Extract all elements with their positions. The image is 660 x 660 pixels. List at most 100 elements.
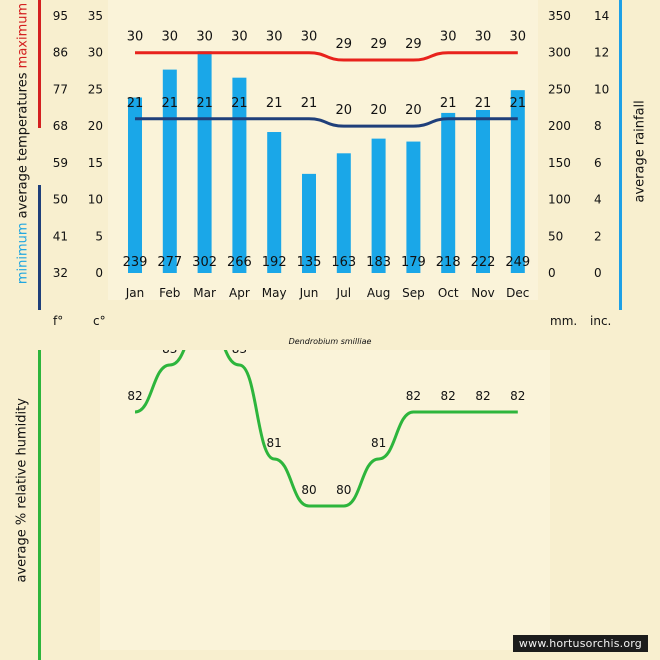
max-temp-label: 30 <box>196 30 213 45</box>
min-temp-label: 21 <box>510 96 527 111</box>
rain-value-label: 222 <box>471 255 496 270</box>
month-label: Oct <box>438 286 459 300</box>
celsius-tick: 20 <box>88 119 103 133</box>
rain-bar <box>302 173 316 273</box>
celsius-tick: 0 <box>95 266 103 280</box>
humidity-value-label: 81 <box>267 436 282 450</box>
humidity-chart-panel <box>100 350 550 650</box>
min-temp-label: 21 <box>231 96 248 111</box>
unit-inch: inc. <box>590 314 612 328</box>
min-temp-label: 20 <box>405 103 422 118</box>
maximum-temperature-line <box>135 51 518 62</box>
min-temp-label: 21 <box>266 96 283 111</box>
inch-tick: 14 <box>594 9 609 23</box>
month-label: Apr <box>229 286 250 300</box>
min-temp-label: 21 <box>196 96 213 111</box>
max-temp-label: 29 <box>405 37 422 52</box>
millimetre-tick: 150 <box>548 156 571 170</box>
humidity-value-label: 82 <box>441 389 456 403</box>
month-label: Dec <box>506 286 529 300</box>
rain-value-label: 163 <box>331 255 356 270</box>
max-temp-label: 30 <box>475 30 492 45</box>
max-temp-label: 30 <box>440 30 457 45</box>
max-temp-label: 30 <box>510 30 527 45</box>
celsius-tick: 10 <box>88 193 103 207</box>
unit-fahrenheit: f° <box>53 314 64 328</box>
millimetre-tick: 0 <box>548 266 556 280</box>
rain-bar <box>406 141 421 273</box>
min-temp-label: 21 <box>475 96 492 111</box>
humidity-value-label: 80 <box>301 483 316 497</box>
fahrenheit-tick: 50 <box>53 193 68 207</box>
rain-value-label: 218 <box>436 255 461 270</box>
humidity-value-label: 82 <box>406 389 421 403</box>
millimetre-tick: 300 <box>548 46 571 60</box>
rain-bar <box>336 153 351 273</box>
rain-value-label: 179 <box>401 255 426 270</box>
humidity-value-label: 81 <box>371 436 386 450</box>
inch-tick: 2 <box>594 229 602 243</box>
humidity-value-label: 82 <box>475 389 490 403</box>
humidity-value-label: 82 <box>127 389 142 403</box>
humidity-value-label: 80 <box>336 483 351 497</box>
month-label: Aug <box>367 286 390 300</box>
millimetre-tick: 250 <box>548 82 571 96</box>
fahrenheit-tick: 86 <box>53 46 68 60</box>
month-label: Feb <box>159 286 180 300</box>
celsius-tick: 15 <box>88 156 103 170</box>
rain-value-label: 183 <box>366 255 391 270</box>
rain-value-label: 266 <box>227 255 252 270</box>
rain-value-label: 192 <box>262 255 287 270</box>
fahrenheit-tick: 77 <box>53 82 68 96</box>
unit-mm: mm. <box>550 314 578 328</box>
humidity-value-label: 83 <box>232 350 247 356</box>
rain-bar <box>476 109 490 273</box>
max-temp-label: 29 <box>370 37 387 52</box>
max-temp-label: 30 <box>266 30 283 45</box>
rain-bar <box>267 132 282 273</box>
rain-value-label: 249 <box>505 255 530 270</box>
millimetre-tick: 50 <box>548 229 563 243</box>
max-temp-label: 30 <box>231 30 248 45</box>
humidity-chart-svg: 828384838180808182828282 <box>127 350 525 508</box>
min-temp-label: 21 <box>127 96 144 111</box>
inch-tick: 6 <box>594 156 602 170</box>
min-temp-label: 21 <box>301 96 318 111</box>
minimum-temperature-line <box>135 117 518 128</box>
humidity-axis-strip <box>38 350 41 660</box>
min-temp-label: 20 <box>336 103 353 118</box>
month-label: May <box>262 286 287 300</box>
rain-bar <box>371 138 386 273</box>
fahrenheit-tick: 95 <box>53 9 68 23</box>
max-temp-label: 30 <box>162 30 179 45</box>
inch-tick: 10 <box>594 82 609 96</box>
celsius-tick: 30 <box>88 46 103 60</box>
fahrenheit-tick: 41 <box>53 229 68 243</box>
month-label: Nov <box>471 286 494 300</box>
max-axis-strip <box>38 0 41 128</box>
celsius-tick: 35 <box>88 9 103 23</box>
watermark: www.hortusorchis.org <box>512 635 648 652</box>
species-name: Dendrobium smilliae <box>288 337 372 346</box>
celsius-tick: 25 <box>88 82 103 96</box>
rain-bar <box>162 69 177 273</box>
rain-bar <box>232 77 247 274</box>
rain-value-label: 239 <box>123 255 148 270</box>
humidity-value-label: 82 <box>510 389 525 403</box>
fahrenheit-tick: 59 <box>53 156 68 170</box>
month-label: Mar <box>193 286 216 300</box>
humidity-line <box>134 350 518 508</box>
rain-value-label: 135 <box>297 255 322 270</box>
millimetre-tick: 100 <box>548 193 571 207</box>
month-label: Jun <box>299 286 319 300</box>
rain-value-label: 302 <box>192 255 217 270</box>
rain-value-label: 277 <box>157 255 182 270</box>
fahrenheit-tick: 68 <box>53 119 68 133</box>
inch-tick: 8 <box>594 119 602 133</box>
min-temp-label: 21 <box>162 96 179 111</box>
inch-tick: 12 <box>594 46 609 60</box>
max-temp-label: 29 <box>336 37 353 52</box>
max-temp-label: 30 <box>301 30 318 45</box>
max-temp-label: 30 <box>127 30 144 45</box>
unit-celsius: c° <box>93 314 106 328</box>
